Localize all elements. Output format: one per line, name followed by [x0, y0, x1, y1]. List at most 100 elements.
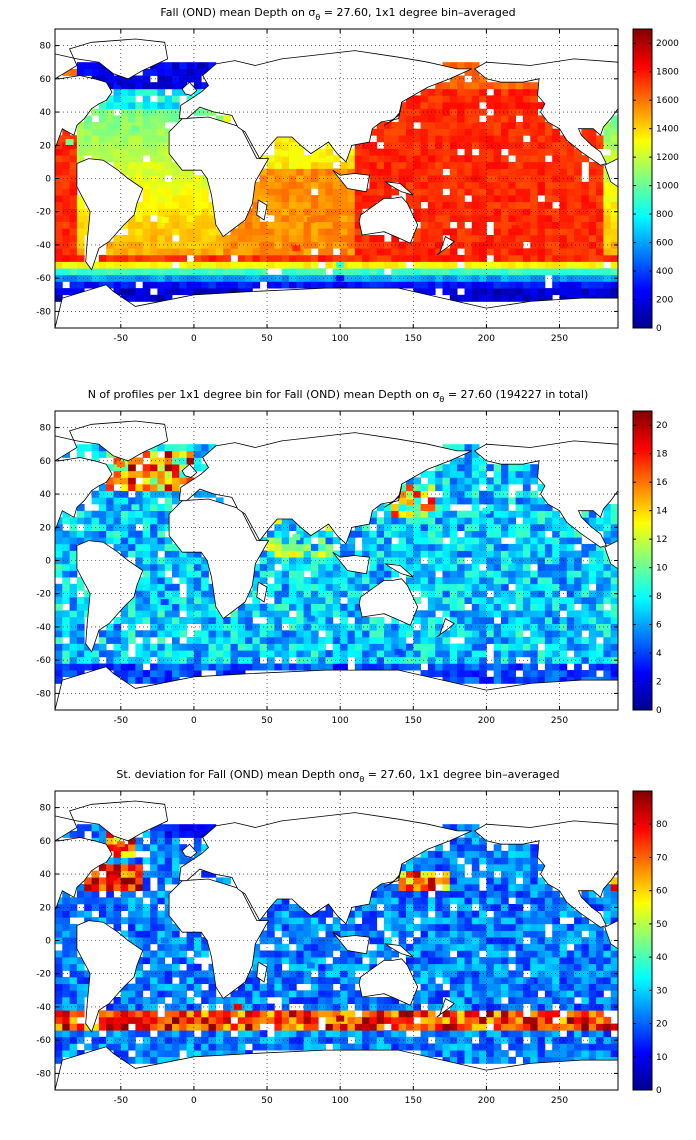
heatmap-cell — [69, 215, 78, 222]
heatmap-cell — [215, 261, 224, 269]
heatmap-cell — [179, 1023, 187, 1031]
heatmap-cell — [310, 610, 319, 618]
colorbar-tick-label: 200 — [656, 296, 673, 306]
heatmap-cell — [193, 610, 202, 618]
heatmap-cell — [427, 168, 436, 176]
heatmap-cell — [413, 997, 421, 1004]
heatmap-cell — [406, 910, 414, 918]
heatmap-cell — [106, 1023, 114, 1031]
heatmap-cell — [135, 563, 144, 571]
heatmap-cell — [303, 930, 312, 938]
heatmap-cell — [449, 464, 458, 472]
heatmap-cell — [479, 221, 487, 229]
heatmap-cell — [398, 122, 407, 129]
heatmap-cell — [98, 450, 107, 458]
heatmap-cell — [537, 168, 546, 176]
heatmap-cell — [457, 650, 465, 658]
y-tick-label: 60 — [40, 457, 52, 467]
region-value-cell — [306, 615, 315, 622]
heatmap-cell — [120, 268, 129, 276]
heatmap-cell — [274, 957, 283, 965]
heatmap-cell — [296, 268, 304, 276]
heatmap-cell — [106, 857, 114, 865]
heatmap-cell — [530, 670, 538, 678]
heatmap-cell — [362, 148, 370, 156]
heatmap-cell — [515, 530, 524, 538]
heatmap-cell — [157, 897, 166, 905]
heatmap-cell — [427, 254, 436, 262]
heatmap-cell — [479, 1030, 487, 1038]
heatmap-cell — [55, 923, 63, 931]
land-mass — [358, 578, 419, 626]
heatmap-cell — [406, 142, 414, 149]
heatmap-cell — [310, 1036, 319, 1044]
heatmap-cell — [442, 897, 451, 905]
heatmap-cell — [267, 248, 275, 256]
heatmap-cell — [457, 917, 465, 925]
heatmap-cell — [113, 837, 122, 845]
heatmap-cell — [581, 563, 590, 571]
heatmap-cell — [537, 670, 546, 678]
heatmap-cell — [69, 943, 78, 951]
heatmap-cell — [479, 248, 487, 256]
heatmap-cell — [98, 274, 107, 282]
heatmap-cell — [427, 850, 436, 858]
heatmap-cell — [274, 248, 283, 256]
heatmap-cell — [427, 857, 436, 865]
heatmap-cell — [179, 990, 187, 998]
heatmap-cell — [208, 583, 217, 591]
heatmap-cell — [55, 543, 63, 551]
heatmap-cell — [267, 957, 275, 965]
heatmap-cell — [457, 510, 465, 518]
heatmap-cell — [420, 88, 429, 96]
heatmap-cell — [289, 917, 297, 925]
heatmap-cell — [193, 663, 202, 671]
heatmap-cell — [172, 497, 180, 505]
heatmap-cell — [325, 261, 334, 269]
heatmap-cell — [442, 824, 451, 832]
heatmap-cell — [588, 161, 597, 169]
heatmap-cell — [493, 650, 502, 658]
heatmap-cell — [427, 597, 436, 604]
heatmap-cell — [479, 844, 487, 852]
heatmap-cell — [135, 168, 144, 176]
heatmap-cell — [442, 850, 451, 858]
heatmap-cell — [398, 890, 407, 898]
heatmap-cell — [186, 450, 195, 458]
heatmap-cell — [457, 95, 465, 103]
heatmap-cell — [406, 248, 414, 256]
heatmap-cell — [376, 517, 385, 525]
heatmap-cell — [449, 957, 458, 965]
heatmap-cell — [347, 983, 356, 991]
heatmap-cell — [120, 870, 129, 878]
heatmap-cell — [296, 930, 304, 938]
heatmap-cell — [442, 201, 451, 209]
heatmap-cell — [208, 590, 217, 598]
heatmap-cell — [274, 281, 283, 289]
heatmap-cell — [120, 930, 129, 938]
heatmap-cell — [552, 570, 560, 578]
heatmap-cell — [530, 261, 538, 269]
heatmap-cell — [420, 1023, 429, 1031]
heatmap-cell — [55, 288, 63, 296]
heatmap-cell — [142, 95, 151, 103]
heatmap-cell — [267, 201, 275, 209]
heatmap-cell — [172, 610, 180, 618]
heatmap-cell — [449, 281, 458, 289]
heatmap-cell — [347, 597, 356, 604]
heatmap-cell — [435, 550, 443, 558]
heatmap-cell — [135, 161, 144, 169]
heatmap-cell — [449, 524, 458, 531]
heatmap-cell — [449, 910, 458, 918]
heatmap-cell — [303, 550, 312, 558]
heatmap-cell — [530, 676, 538, 684]
heatmap-cell — [398, 904, 407, 911]
heatmap-cell — [435, 670, 443, 678]
heatmap-cell — [164, 897, 173, 905]
heatmap-cell — [76, 235, 85, 242]
heatmap-cell — [318, 181, 326, 189]
heatmap-cell — [142, 181, 151, 189]
heatmap-cell — [347, 148, 356, 156]
heatmap-cell — [318, 590, 326, 598]
heatmap-cell — [544, 248, 553, 256]
